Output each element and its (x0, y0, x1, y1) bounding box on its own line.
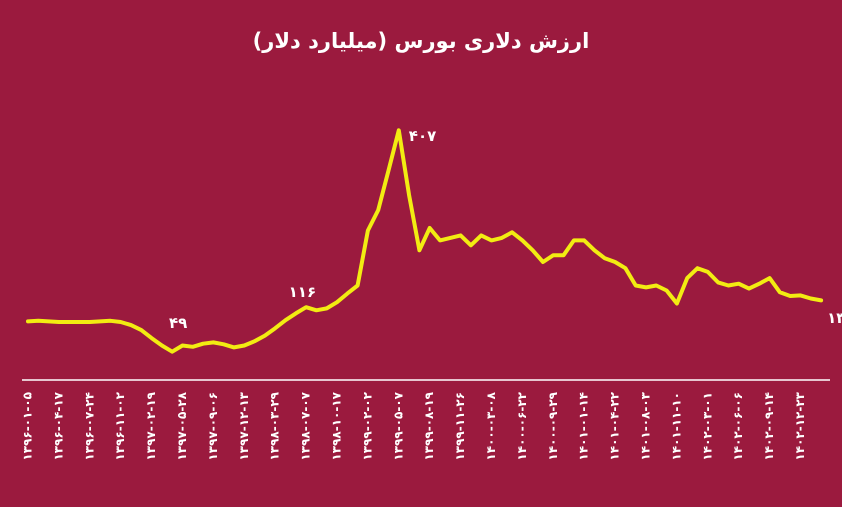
x-tick-label: ۱۴۰۰-۰۳-۰۸ (484, 391, 498, 460)
x-tick-label: ۱۳۹۹-۰۸-۱۹ (422, 391, 436, 460)
x-tick-label: ۱۳۹۶-۰۴-۱۷ (51, 391, 65, 460)
x-tick-label: ۱۴۰۲-۰۳-۰۱ (700, 392, 714, 461)
x-tick-label: ۱۳۹۷-۰۵-۲۸ (175, 391, 189, 460)
x-tick-label: ۱۴۰۱-۱۱-۱۰ (669, 392, 683, 461)
x-tick-label: ۱۴۰۰-۰۹-۲۹ (546, 391, 560, 460)
chart-title: ارزش دلاری بورس (میلیارد دلار) (253, 29, 590, 53)
x-tick-label: ۱۳۹۷-۰۲-۱۹ (144, 391, 158, 460)
x-tick-label: ۱۳۹۹-۰۵-۰۷ (391, 391, 405, 460)
x-tick-label: ۱۳۹۶-۱۱-۰۲ (113, 391, 127, 460)
x-tick-label: ۱۴۰۱-۰۴-۲۲ (608, 391, 622, 460)
x-tick-label: ۱۳۹۹-۰۲-۰۲ (360, 391, 374, 460)
x-tick-label: ۱۳۹۶-۰۷-۲۴ (82, 392, 96, 461)
x-tick-label: ۱۳۹۸-۰۷-۰۷ (299, 391, 313, 460)
data-line (26, 128, 824, 354)
value-label: ۴۰۷ (409, 127, 436, 145)
x-tick-label: ۱۴۰۱-۰۸-۰۳ (639, 391, 653, 460)
value-label: ۱۱۶ (289, 283, 316, 301)
x-tick-label: ۱۴۰۲-۰۶-۰۶ (731, 392, 745, 461)
x-tick-label: ۱۴۰۰-۰۶-۲۲ (515, 391, 529, 460)
x-tick-label: ۱۳۹۶-۰۱-۰۵ (21, 392, 35, 461)
value-label: ۱۳۲ (827, 309, 842, 327)
x-tick-label: ۱۴۰۲-۰۹-۱۴ (762, 392, 776, 461)
x-tick-label: ۱۳۹۷-۰۹-۰۶ (206, 392, 220, 461)
x-tick-label: ۱۳۹۸-۰۳-۲۹ (268, 391, 282, 460)
x-tick-label: ۱۳۹۹-۱۱-۲۶ (453, 392, 467, 461)
x-tick-label: ۱۴۰۱-۰۱-۱۴ (577, 392, 591, 461)
x-tick-label: ۱۳۹۸-۱۰-۱۷ (330, 391, 344, 460)
value-label: ۴۹ (169, 314, 187, 332)
x-tick-label: ۱۴۰۲-۱۲-۲۳ (793, 391, 807, 460)
x-tick-label: ۱۳۹۷-۱۲-۱۳ (237, 391, 251, 460)
